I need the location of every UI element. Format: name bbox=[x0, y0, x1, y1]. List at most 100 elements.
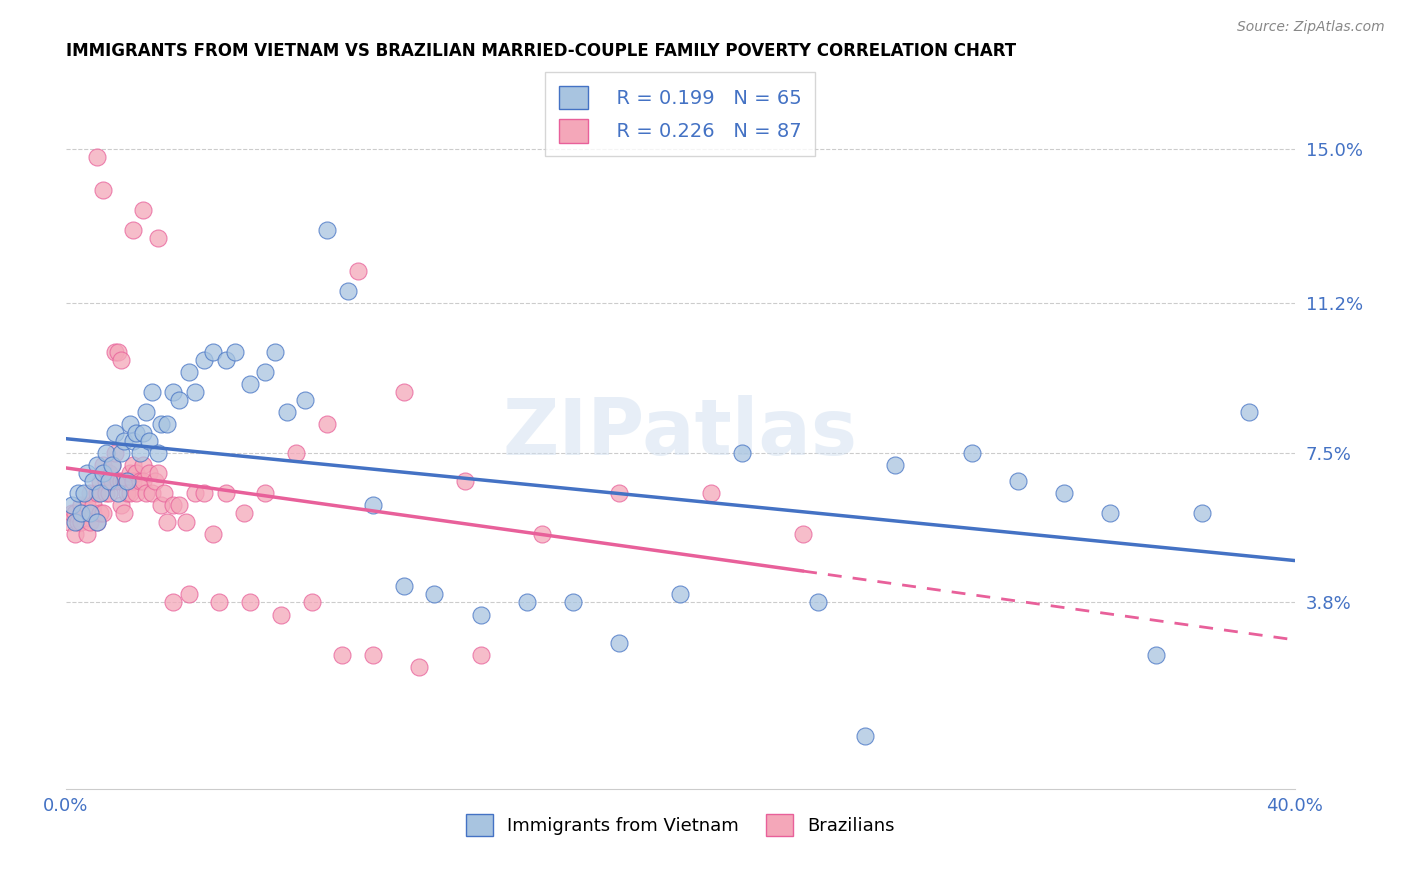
Point bbox=[63, 526, 86, 541]
Point bbox=[82, 499, 104, 513]
Point bbox=[76, 499, 98, 513]
Point bbox=[1007, 474, 1029, 488]
Point bbox=[807, 595, 830, 609]
Point bbox=[361, 499, 384, 513]
Point bbox=[150, 499, 173, 513]
Point bbox=[125, 466, 148, 480]
Point bbox=[120, 486, 142, 500]
Point bbox=[254, 365, 277, 379]
Point bbox=[86, 458, 108, 472]
Point bbox=[1099, 507, 1122, 521]
Point bbox=[117, 474, 139, 488]
Point bbox=[193, 486, 215, 500]
Point bbox=[607, 486, 630, 500]
Point bbox=[89, 474, 111, 488]
Point bbox=[107, 344, 129, 359]
Point bbox=[276, 405, 298, 419]
Legend: Immigrants from Vietnam, Brazilians: Immigrants from Vietnam, Brazilians bbox=[458, 807, 903, 844]
Point bbox=[91, 466, 114, 480]
Point bbox=[67, 486, 90, 500]
Point bbox=[91, 458, 114, 472]
Point bbox=[135, 486, 157, 500]
Point bbox=[141, 385, 163, 400]
Point bbox=[131, 203, 153, 218]
Point bbox=[408, 660, 430, 674]
Point bbox=[884, 458, 907, 472]
Point bbox=[214, 352, 236, 367]
Point bbox=[122, 474, 145, 488]
Point bbox=[138, 466, 160, 480]
Point bbox=[94, 474, 117, 488]
Point bbox=[177, 365, 200, 379]
Point bbox=[125, 486, 148, 500]
Point bbox=[112, 474, 135, 488]
Point bbox=[86, 151, 108, 165]
Point bbox=[110, 352, 132, 367]
Point bbox=[224, 344, 246, 359]
Point bbox=[193, 352, 215, 367]
Point bbox=[70, 515, 93, 529]
Point bbox=[82, 474, 104, 488]
Text: Source: ZipAtlas.com: Source: ZipAtlas.com bbox=[1237, 20, 1385, 34]
Point bbox=[174, 515, 197, 529]
Point bbox=[94, 446, 117, 460]
Point bbox=[285, 446, 308, 460]
Point bbox=[169, 499, 191, 513]
Point bbox=[516, 595, 538, 609]
Point bbox=[470, 607, 492, 622]
Point bbox=[120, 417, 142, 432]
Point bbox=[294, 393, 316, 408]
Text: IMMIGRANTS FROM VIETNAM VS BRAZILIAN MARRIED-COUPLE FAMILY POVERTY CORRELATION C: IMMIGRANTS FROM VIETNAM VS BRAZILIAN MAR… bbox=[66, 42, 1017, 60]
Point bbox=[112, 507, 135, 521]
Point bbox=[63, 515, 86, 529]
Point bbox=[1191, 507, 1213, 521]
Point bbox=[162, 499, 184, 513]
Point bbox=[86, 515, 108, 529]
Point bbox=[233, 507, 256, 521]
Point bbox=[239, 377, 262, 392]
Point bbox=[208, 595, 231, 609]
Point bbox=[162, 595, 184, 609]
Point bbox=[104, 425, 127, 440]
Point bbox=[60, 499, 83, 513]
Point bbox=[128, 446, 150, 460]
Point bbox=[117, 474, 139, 488]
Point bbox=[214, 486, 236, 500]
Point bbox=[146, 466, 169, 480]
Point bbox=[117, 486, 139, 500]
Point bbox=[122, 434, 145, 448]
Point bbox=[89, 486, 111, 500]
Point bbox=[156, 417, 179, 432]
Point bbox=[330, 648, 353, 662]
Point bbox=[112, 434, 135, 448]
Point bbox=[337, 284, 360, 298]
Point bbox=[73, 507, 96, 521]
Point bbox=[79, 515, 101, 529]
Point bbox=[76, 526, 98, 541]
Point bbox=[104, 344, 127, 359]
Point bbox=[73, 486, 96, 500]
Point bbox=[76, 466, 98, 480]
Point bbox=[138, 434, 160, 448]
Point bbox=[1144, 648, 1167, 662]
Point bbox=[107, 486, 129, 500]
Point bbox=[94, 486, 117, 500]
Point bbox=[97, 466, 120, 480]
Point bbox=[162, 385, 184, 400]
Point bbox=[700, 486, 723, 500]
Point bbox=[792, 526, 814, 541]
Point bbox=[853, 729, 876, 743]
Point bbox=[101, 474, 124, 488]
Point bbox=[82, 507, 104, 521]
Point bbox=[316, 417, 339, 432]
Point bbox=[122, 223, 145, 237]
Point bbox=[607, 636, 630, 650]
Point bbox=[110, 446, 132, 460]
Point bbox=[143, 474, 166, 488]
Point bbox=[270, 607, 292, 622]
Point bbox=[454, 474, 477, 488]
Point bbox=[131, 474, 153, 488]
Point bbox=[131, 425, 153, 440]
Point bbox=[470, 648, 492, 662]
Point bbox=[67, 515, 90, 529]
